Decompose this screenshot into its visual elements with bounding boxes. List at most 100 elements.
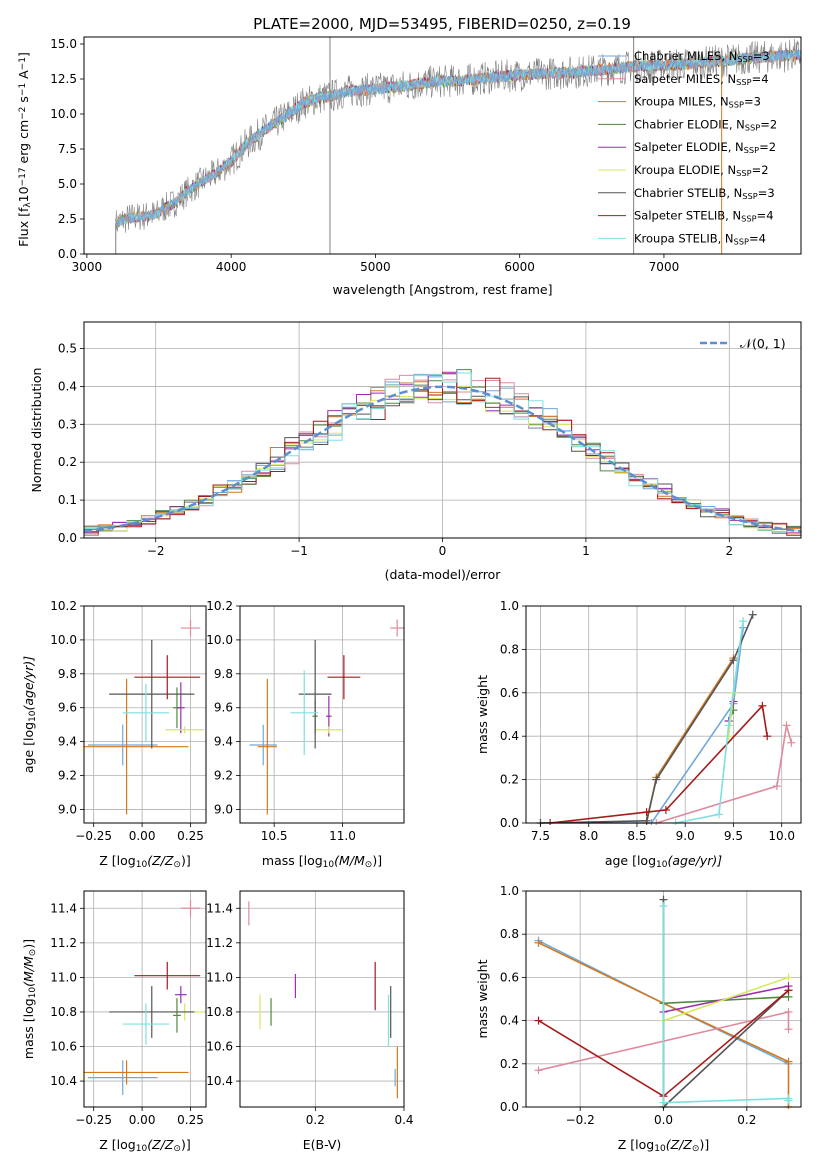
y-tick-label: 1.0 [500, 884, 519, 898]
y-tick-label: 10.8 [206, 1005, 233, 1019]
y-axis-label: age [log10(age/yr)] [21, 656, 38, 773]
y-tick-label: 9.4 [58, 735, 77, 749]
x-axis-label-part: mass [log [262, 853, 323, 868]
legend-label-part: SSP [742, 191, 757, 201]
legend-label: Kroupa MILES, NSSP=3 [634, 95, 761, 110]
legend-label-part: Chabrier ELODIE, N [634, 117, 745, 131]
series-line-kroupa_elodie [663, 976, 789, 1022]
legend-label: 𝒩(0, 1) [740, 336, 786, 351]
x-axis-label: Z [log10(Z/Z⊙)] [99, 853, 190, 870]
x-axis-label-part: 10 [656, 860, 668, 870]
legend-label: Chabrier ELODIE, NSSP=2 [634, 117, 777, 132]
x-tick-label: 0.2 [737, 1113, 756, 1127]
x-axis-label-part: age [log [605, 853, 656, 868]
x-tick-label: 0.2 [306, 1113, 325, 1127]
x-tick-label: 10.0 [768, 829, 795, 843]
x-tick-label: 5000 [360, 260, 391, 274]
y-axis-label-part: 10 [28, 710, 38, 722]
x-tick-label: 8.5 [627, 829, 646, 843]
legend-label-part: Kroupa STELIB, N [634, 231, 734, 245]
series-line-chabrier_elodie [663, 996, 789, 1005]
legend-label-part: Salpeter ELODIE, N [634, 140, 744, 154]
legend-label-part: SSP [744, 145, 759, 155]
x-tick-label: 3000 [72, 260, 103, 274]
spectrum-model-kroupa_stelib [115, 49, 801, 227]
x-tick-label: 11.0 [329, 829, 356, 843]
y-tick-label: 0.3 [58, 417, 77, 431]
y-axis-label: mass weight [475, 959, 490, 1038]
y-axis-label-part: s [16, 96, 31, 107]
y-axis-label-part: mass [log [21, 998, 36, 1059]
legend-label-part: Kroupa ELODIE, N [634, 163, 736, 177]
x-tick-label: 10.5 [261, 829, 288, 843]
axes-frame [239, 605, 405, 824]
y-tick-label: 10.2 [50, 599, 77, 613]
x-axis-label-part: (Z/Z [147, 1137, 174, 1152]
y-tick-label: 2.5 [58, 212, 77, 226]
y-tick-label: 0.8 [500, 642, 519, 656]
legend-label-part: Chabrier MILES, N [634, 49, 737, 63]
y-tick-label: 11.4 [50, 901, 77, 915]
y-axis-label-part: Flux [f [16, 207, 31, 247]
legend-label-part: =3 [753, 49, 770, 63]
x-tick-label: 4000 [216, 260, 247, 274]
gaussian-curve [84, 385, 801, 533]
legend-label: Chabrier STELIB, NSSP=3 [634, 186, 775, 201]
y-tick-label: 0.1 [58, 493, 77, 507]
legend-label-part: SSP [745, 122, 760, 132]
y-tick-label: 9.2 [214, 769, 233, 783]
panel-mass_vs_Z: −0.25 0.00 0.25 10.4 10.6 10.8 11.0 11.2 11.4 Z [… [21, 890, 207, 1154]
axes-frame [83, 890, 207, 1108]
y-tick-label: 15.0 [50, 37, 77, 51]
age_vs_mass-plot [249, 619, 404, 815]
spectrum-plot [115, 37, 801, 254]
panel-spectrum: 3000 4000 5000 6000 7000 0.0 2.5 5.0 7.5 10.0 12.5… [16, 36, 802, 297]
legend-label-part: =2 [759, 140, 776, 154]
y-tick-label: 0.2 [500, 773, 519, 787]
x-tick-label: 0.00 [129, 1113, 156, 1127]
y-tick-label: 0.0 [58, 247, 77, 261]
legend-label-part: Salpeter MILES, N [634, 72, 736, 86]
x-tick-label: 2 [725, 544, 733, 558]
y-axis-label-part: 10 [28, 987, 38, 999]
x-axis-label-part: )] [181, 1137, 191, 1152]
x-axis-label-part: )] [699, 1137, 709, 1152]
legend-label-part: =4 [749, 231, 766, 245]
legend-label-part: Kroupa MILES, N [634, 95, 729, 109]
legend-label: Salpeter ELODIE, NSSP=2 [634, 140, 776, 155]
x-axis-label-part: )] [181, 853, 191, 868]
spectrum-model-data_spectrum [115, 38, 801, 239]
panel-mass_weight_vs_Z: −0.2 0.0 0.2 0.0 0.2 0.4 0.6 0.8 1.0 Z [log10(Z/Z… [475, 884, 802, 1154]
x-tick-label: 0.4 [394, 1113, 413, 1127]
x-tick-label: 7.5 [531, 829, 550, 843]
x-axis-label-part: (Z/Z [147, 853, 174, 868]
legend-label-part: =2 [760, 117, 777, 131]
y-axis-label-part: −2 [18, 107, 28, 120]
mass_vs_EBV-plot [248, 901, 398, 1099]
y-tick-label: 9.2 [58, 769, 77, 783]
y-tick-label: 9.0 [58, 802, 77, 816]
x-axis-label-part: ⊙ [173, 860, 181, 870]
x-axis-label-part: 10 [136, 1144, 148, 1154]
y-tick-label: 0.4 [500, 1014, 519, 1028]
y-tick-label: 10.4 [50, 1074, 77, 1088]
x-axis-label: (data-model)/error [385, 567, 502, 582]
panel-age_vs_Z: −0.25 0.00 0.25 9.0 9.2 9.4 9.6 9.8 10.0 10.2 Z [l… [21, 599, 207, 870]
y-axis-label-part: age [log [21, 722, 36, 773]
y-axis-label-part: −1 [18, 83, 28, 96]
axes-frame [525, 605, 802, 824]
y-tick-label: 0.4 [500, 729, 519, 743]
x-tick-label: 0.0 [654, 1113, 673, 1127]
legend-label: Kroupa STELIB, NSSP=4 [634, 231, 766, 246]
y-tick-label: 0.5 [58, 342, 77, 356]
y-tick-label: 10.4 [206, 1074, 233, 1088]
axes-frame [83, 36, 802, 255]
x-axis-label-part: 10 [654, 1144, 666, 1154]
legend-label-part: SSP [737, 54, 752, 64]
panel-mass_weight_vs_age: 7.5 8.0 8.5 9.0 9.5 10.0 0.0 0.2 0.4 0.6 0.8 1.0 age… [475, 599, 802, 870]
legend-label: Kroupa ELODIE, NSSP=2 [634, 163, 769, 178]
panels: 3000 4000 5000 6000 70000.02.55.07.510.012.5… [16, 36, 802, 1154]
